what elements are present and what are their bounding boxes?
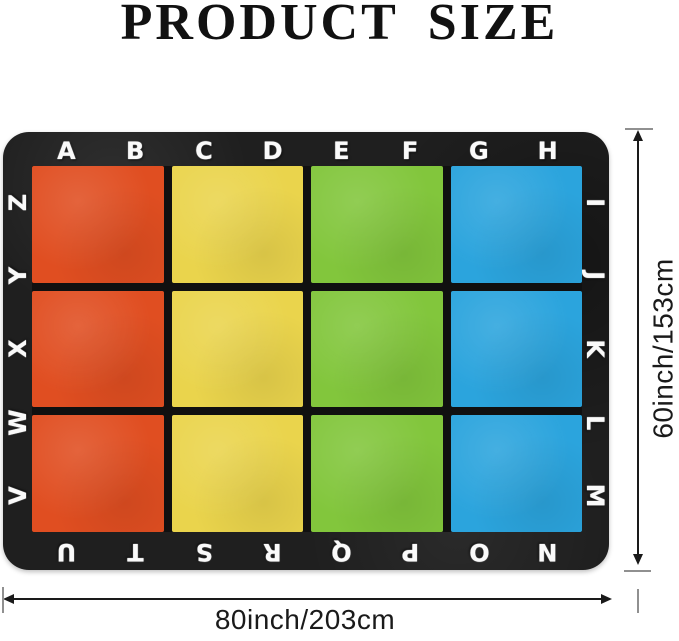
arrowhead-left-icon (3, 594, 14, 604)
rug-cell-r1-c3 (311, 166, 443, 283)
rug-cell-r3-c3 (311, 415, 443, 532)
rug-cell-r2-c2 (171, 290, 303, 408)
rug-letter-t: T (126, 538, 144, 566)
rug-letter-d: D (262, 137, 283, 165)
height-dimension-line (637, 132, 639, 563)
rug-letter-g: G (469, 137, 489, 165)
rug-letter-c: C (195, 137, 213, 165)
rug-cell-r3-c1 (32, 415, 164, 532)
width-cap-left (2, 587, 4, 613)
page-title: PRODUCT SIZE (120, 0, 559, 51)
arrowhead-up-icon (633, 130, 643, 141)
rug-letter-b: B (125, 137, 145, 165)
rug-letter-q: Q (331, 538, 352, 566)
rug-letter-f: F (401, 137, 419, 165)
rug-letter-h: H (537, 137, 558, 165)
rug-grid (32, 166, 582, 532)
width-cap-right (637, 589, 639, 613)
rug-letter-n: N (537, 538, 558, 566)
rug-letter-a: A (57, 137, 76, 165)
rug-cell-r2-c1 (32, 290, 164, 408)
rug-cell-r1-c1 (32, 166, 164, 283)
rug-letter-p: P (401, 538, 419, 566)
rug-cell-r2-c3 (311, 290, 443, 408)
width-dimension-line (6, 598, 608, 600)
height-dimension-label: 60inch/153cm (647, 258, 679, 439)
rug-letter-s: S (195, 538, 213, 566)
rug-letter-u: U (56, 538, 77, 566)
arrowhead-right-icon (601, 594, 612, 604)
width-dimension-label: 80inch/203cm (214, 604, 396, 635)
rug-letter-o: O (468, 538, 490, 566)
rug-cell-r3-c2 (171, 415, 303, 532)
rug-cell-r3-c4 (450, 415, 582, 532)
arrowhead-down-icon (633, 554, 643, 565)
height-cap-bottom (624, 570, 651, 572)
rug-letter-r: R (263, 538, 282, 566)
height-cap-top (625, 128, 653, 130)
rug-cell-r2-c4 (450, 290, 582, 408)
rug-cell-r1-c2 (171, 166, 303, 283)
rug-letters-top: A B C D E F G H (32, 137, 582, 165)
rug-letter-e: E (333, 137, 350, 165)
rug-cell-r1-c4 (450, 166, 582, 283)
